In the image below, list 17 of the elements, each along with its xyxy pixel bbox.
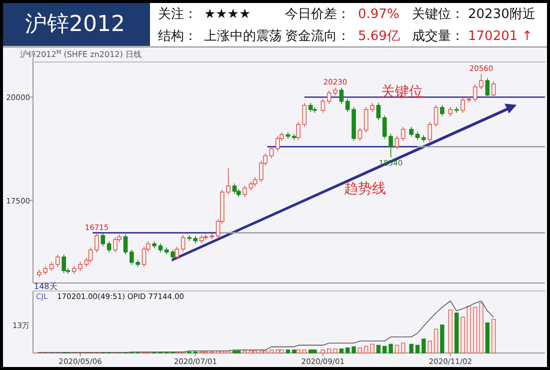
text: 5.69亿 bbox=[358, 29, 400, 44]
text: 170201 ↑ bbox=[468, 29, 533, 44]
text: 沪锌2012 bbox=[25, 12, 125, 37]
annotation: 148天 bbox=[34, 282, 58, 291]
text: 关注： bbox=[158, 7, 197, 22]
text: 20230附近 bbox=[468, 7, 536, 22]
annotation: 关键位 bbox=[381, 84, 423, 100]
text: ★★★★ bbox=[204, 7, 251, 22]
annotation: 趋势线 bbox=[344, 181, 386, 197]
text: 0.97% bbox=[358, 7, 400, 22]
text: 结构： bbox=[158, 29, 197, 44]
text: 关键位： bbox=[412, 7, 464, 22]
text: 资金流向： bbox=[285, 28, 350, 44]
text: 今日价差： bbox=[285, 7, 350, 22]
chart-title: 沪锌2012$^{M}$ (SHFE zn2012) 日线 bbox=[20, 49, 142, 59]
text: 上涨中的震荡 bbox=[204, 29, 282, 44]
text: 成交量： bbox=[412, 28, 464, 44]
